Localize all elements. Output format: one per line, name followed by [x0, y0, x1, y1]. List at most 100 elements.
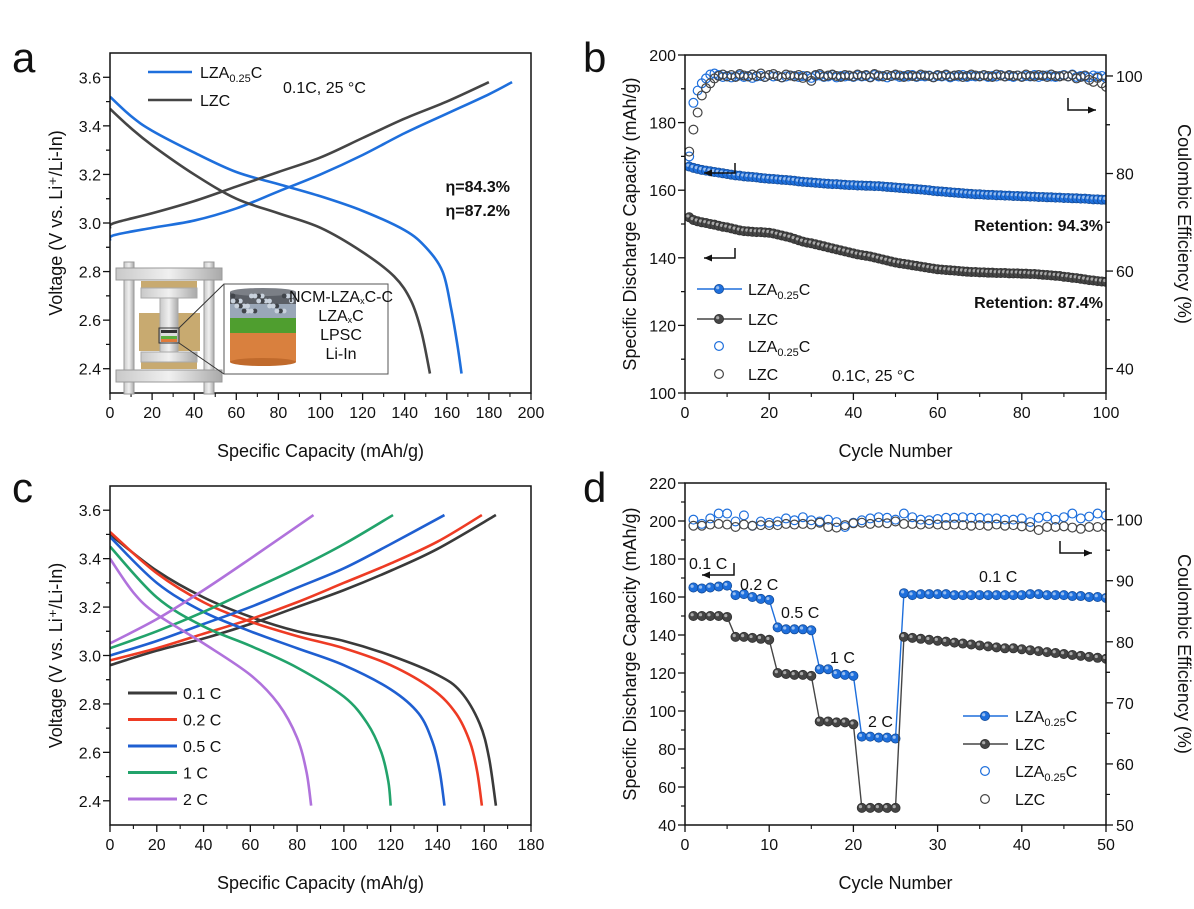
- series-1-point: [890, 802, 901, 813]
- legend-label-part: C: [1066, 709, 1078, 726]
- series-1-point: [941, 636, 952, 647]
- y-tick-label: 100: [649, 386, 676, 403]
- series-0-point: [856, 731, 867, 742]
- x-tick-label: 50: [1097, 837, 1115, 854]
- legend-label-subscript: 0.25: [1044, 717, 1065, 729]
- series-0-point-highlight: [867, 733, 871, 737]
- particle: [270, 303, 276, 309]
- particle: [238, 303, 243, 309]
- series-0-point-highlight: [783, 626, 787, 630]
- x-tick-label: 160: [471, 837, 498, 854]
- series-0-point-highlight: [1094, 594, 1098, 598]
- series-1-point-highlight: [1077, 653, 1082, 657]
- x-tick-label: 100: [307, 405, 334, 422]
- series-1-point-highlight: [951, 639, 955, 643]
- chart-panel-c: 2.4 2.6 2.8 3.0 3.2 3.4 3.6: [79, 485, 532, 832]
- cell-layer: [161, 336, 177, 339]
- legend-label-part: LZC: [200, 93, 230, 110]
- x-tick-label: 60: [241, 837, 259, 854]
- series-3-point: [705, 519, 716, 530]
- series-1-point: [1008, 643, 1019, 654]
- y2-tick-label: 60: [1116, 757, 1134, 774]
- legend-label-part: C: [799, 282, 811, 299]
- legend-label-part: LZC: [748, 312, 778, 329]
- retention-lza: Retention: 94.3%: [974, 218, 1103, 235]
- y-axis-label: Specific Discharge Capacity (mAh/g): [620, 77, 640, 370]
- legend-label-part: C: [251, 65, 263, 82]
- y2-tick-label: 80: [1116, 635, 1134, 652]
- rate-label: 0.1 C: [689, 556, 727, 573]
- legend-label-part: 0.2 C: [183, 713, 221, 730]
- series-3-point: [848, 518, 859, 529]
- particle: [281, 308, 287, 314]
- series-0-point: [983, 590, 994, 601]
- series-0-point: [1050, 590, 1061, 601]
- x-tick-label: 100: [1093, 405, 1120, 422]
- legend-label-part: 1 C: [183, 766, 208, 783]
- x-axis-label: Specific Capacity (mAh/g): [217, 873, 424, 893]
- y-tick-label: 3.6: [79, 70, 101, 87]
- x-tick-label: 60: [227, 405, 245, 422]
- x-tick-label: 0: [106, 837, 115, 854]
- series-2-point: [797, 512, 808, 523]
- y-tick-label: 80: [658, 742, 676, 759]
- series-0-point-highlight: [774, 624, 778, 628]
- y2-axis-label: Coulombic Efficiency (%): [1174, 554, 1194, 754]
- y-tick-label: 2.8: [79, 265, 101, 282]
- series-2-charge-curve: [110, 513, 446, 657]
- y-tick-label: 120: [649, 318, 676, 335]
- plot-area: [110, 513, 498, 806]
- legend-label: LZC: [200, 93, 230, 110]
- series-1-point: [755, 633, 766, 644]
- particle: [256, 298, 262, 304]
- legend-marker: [713, 341, 724, 352]
- series-2-point: [1042, 511, 1053, 522]
- series-1-point-highlight: [799, 672, 804, 676]
- series-1-point: [747, 632, 758, 643]
- series-0-point-highlight: [943, 591, 947, 595]
- x-axis-label: Cycle Number: [838, 873, 952, 893]
- series-1-point-highlight: [1035, 648, 1039, 652]
- press-block: [140, 287, 198, 299]
- inset-layer-label: LZAxC: [318, 308, 363, 325]
- chart-panel-b: 100 120 140 160 180 200: [649, 48, 1113, 403]
- x-tick-label: 80: [270, 405, 288, 422]
- series-0-point-highlight: [690, 584, 694, 588]
- particle: [237, 298, 243, 304]
- series-1-point-highlight: [867, 805, 871, 809]
- press-top-plate: [115, 267, 223, 281]
- series-1-point: [806, 670, 817, 681]
- y2-axis-label: Coulombic Efficiency (%): [1174, 124, 1194, 324]
- piston: [159, 297, 179, 353]
- y-tick-label: 120: [649, 666, 676, 683]
- legend-label-subscript: 0.25: [1044, 772, 1065, 784]
- series-3-point: [831, 522, 842, 533]
- y-tick-label: 60: [658, 780, 676, 797]
- y-tick-label: 160: [649, 183, 676, 200]
- series-3-point: [1025, 521, 1036, 532]
- series-1-point-highlight: [1010, 645, 1014, 649]
- series-0-point-highlight: [985, 592, 989, 596]
- x-tick-label: 0: [681, 405, 690, 422]
- legend-label-subscript: 0.25: [777, 290, 798, 302]
- series-0-point: [713, 581, 724, 592]
- series-0-point: [772, 622, 783, 633]
- series-1-point-highlight: [858, 805, 863, 809]
- series-0-point: [797, 624, 808, 635]
- x-tick-label: 30: [929, 837, 947, 854]
- series-2-point: [713, 508, 724, 519]
- series-0-point: [873, 732, 884, 743]
- y-axis-label: Voltage (V vs. Li⁺/Li-In): [46, 130, 66, 316]
- y-axis-label: Specific Discharge Capacity (mAh/g): [620, 507, 640, 800]
- cathode-top: [230, 288, 296, 296]
- series-1-point: [983, 641, 994, 652]
- series-3-point: [1008, 520, 1019, 531]
- legend-marker: [714, 283, 725, 294]
- series-0-point-highlight: [1052, 592, 1056, 596]
- series-0-point: [1075, 591, 1086, 602]
- series-3-point: [907, 518, 918, 529]
- rate-label: 0.5 C: [781, 605, 819, 622]
- cell-inset-illustration: [115, 261, 389, 395]
- series-1-discharge-curve: [110, 531, 484, 806]
- particle: [259, 293, 265, 299]
